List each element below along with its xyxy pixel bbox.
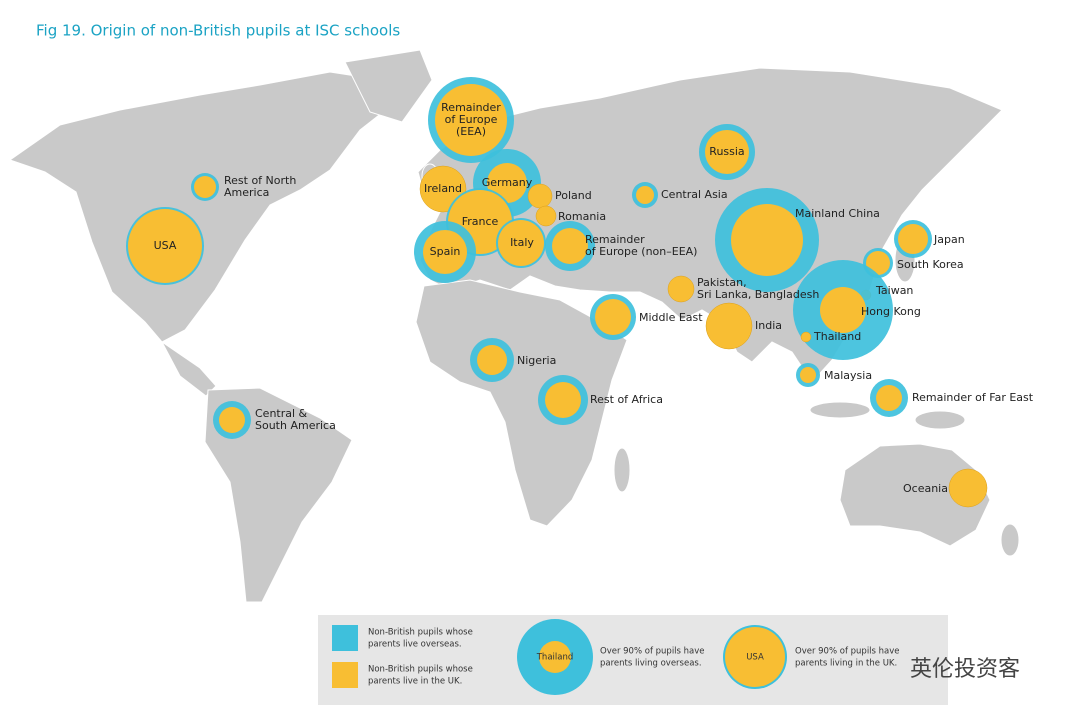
region-label: Japan bbox=[933, 233, 965, 246]
region-label: Pakistan, bbox=[697, 276, 747, 289]
bubble-uk bbox=[128, 209, 202, 283]
bubble-uk bbox=[898, 224, 928, 254]
legend-text: parents live in the UK. bbox=[368, 677, 462, 687]
legend-text: Non-British pupils whose bbox=[368, 628, 473, 638]
bubble-uk bbox=[705, 130, 749, 174]
bubble-uk bbox=[731, 204, 803, 276]
legend-sample-label: Thailand bbox=[536, 653, 574, 663]
region-label: Poland bbox=[555, 189, 592, 202]
legend-text: parents live overseas. bbox=[368, 640, 462, 650]
region-label: Central Asia bbox=[661, 188, 728, 201]
bubble-uk bbox=[800, 331, 812, 343]
region-label: America bbox=[224, 186, 269, 199]
bubble-uk bbox=[820, 287, 866, 333]
bubble-uk bbox=[800, 367, 816, 383]
bubble-uk bbox=[535, 205, 557, 227]
region-label: (EEA) bbox=[456, 125, 486, 138]
bubble-uk bbox=[876, 385, 902, 411]
region-label: Thailand bbox=[813, 330, 861, 343]
bubble-uk bbox=[552, 228, 588, 264]
bubble-uk bbox=[423, 230, 467, 274]
legend-box bbox=[318, 615, 948, 705]
region-label: Taiwan bbox=[875, 284, 913, 297]
region-label: India bbox=[755, 319, 782, 332]
bubble-uk bbox=[948, 468, 988, 508]
legend-text: Over 90% of pupils have bbox=[795, 647, 900, 657]
region-label: Rest of Africa bbox=[590, 393, 663, 406]
legend-text: Over 90% of pupils have bbox=[600, 647, 705, 657]
legend-swatch-yellow bbox=[332, 662, 358, 688]
legend-text: parents living overseas. bbox=[600, 659, 702, 669]
title: Fig 19. Origin of non-British pupils at … bbox=[36, 22, 400, 40]
region-label: Mainland China bbox=[795, 207, 880, 220]
bubble-uk bbox=[595, 299, 631, 335]
region-label: Spain bbox=[430, 245, 461, 258]
region-label: Russia bbox=[709, 145, 744, 158]
bubble-uk bbox=[705, 302, 753, 350]
legend-sample-yellow-inner bbox=[725, 627, 785, 687]
region-label: Hong Kong bbox=[861, 305, 921, 318]
bubble-uk bbox=[636, 186, 654, 204]
legend-swatch-blue bbox=[332, 625, 358, 651]
region-label: France bbox=[462, 215, 499, 228]
region-label: of Europe (non–EEA) bbox=[585, 245, 697, 258]
region-label: Nigeria bbox=[517, 354, 556, 367]
region-label: Middle East bbox=[639, 311, 703, 324]
bubble-uk bbox=[667, 275, 695, 303]
bubble-uk bbox=[219, 407, 245, 433]
legend-text: Non-British pupils whose bbox=[368, 665, 473, 675]
bubble-uk bbox=[194, 176, 216, 198]
region-label: Germany bbox=[482, 176, 533, 189]
legend-sample-blue-inner bbox=[539, 641, 571, 673]
bubble-uk bbox=[866, 251, 890, 275]
region-label: Sri Lanka, Bangladesh bbox=[697, 288, 819, 301]
region-label: Remainder bbox=[441, 101, 501, 114]
bubbles bbox=[126, 77, 988, 508]
region-label: Oceania bbox=[903, 482, 948, 495]
region-label: South Korea bbox=[897, 258, 964, 271]
bubble-uk bbox=[477, 345, 507, 375]
region-label: Remainder of Far East bbox=[912, 391, 1034, 404]
region-label: Ireland bbox=[424, 182, 462, 195]
legend: Non-British pupils whose parents live ove… bbox=[318, 615, 948, 705]
region-label: of Europe bbox=[445, 113, 498, 126]
bubble-uk bbox=[498, 220, 544, 266]
bubble-uk bbox=[545, 382, 581, 418]
bubble-uk bbox=[435, 84, 507, 156]
region-label: Malaysia bbox=[824, 369, 872, 382]
region-label: Romania bbox=[558, 210, 606, 223]
watermark: 英伦投资客 bbox=[910, 657, 1020, 682]
region-label: Remainder bbox=[585, 233, 645, 246]
region-label: Rest of North bbox=[224, 174, 296, 187]
legend-sample-label: USA bbox=[746, 653, 764, 663]
legend-text: parents living in the UK. bbox=[795, 659, 897, 669]
region-label: Italy bbox=[510, 236, 534, 249]
region-label: Central & bbox=[255, 407, 308, 420]
region-label: South America bbox=[255, 419, 336, 432]
region-label: USA bbox=[154, 239, 177, 252]
